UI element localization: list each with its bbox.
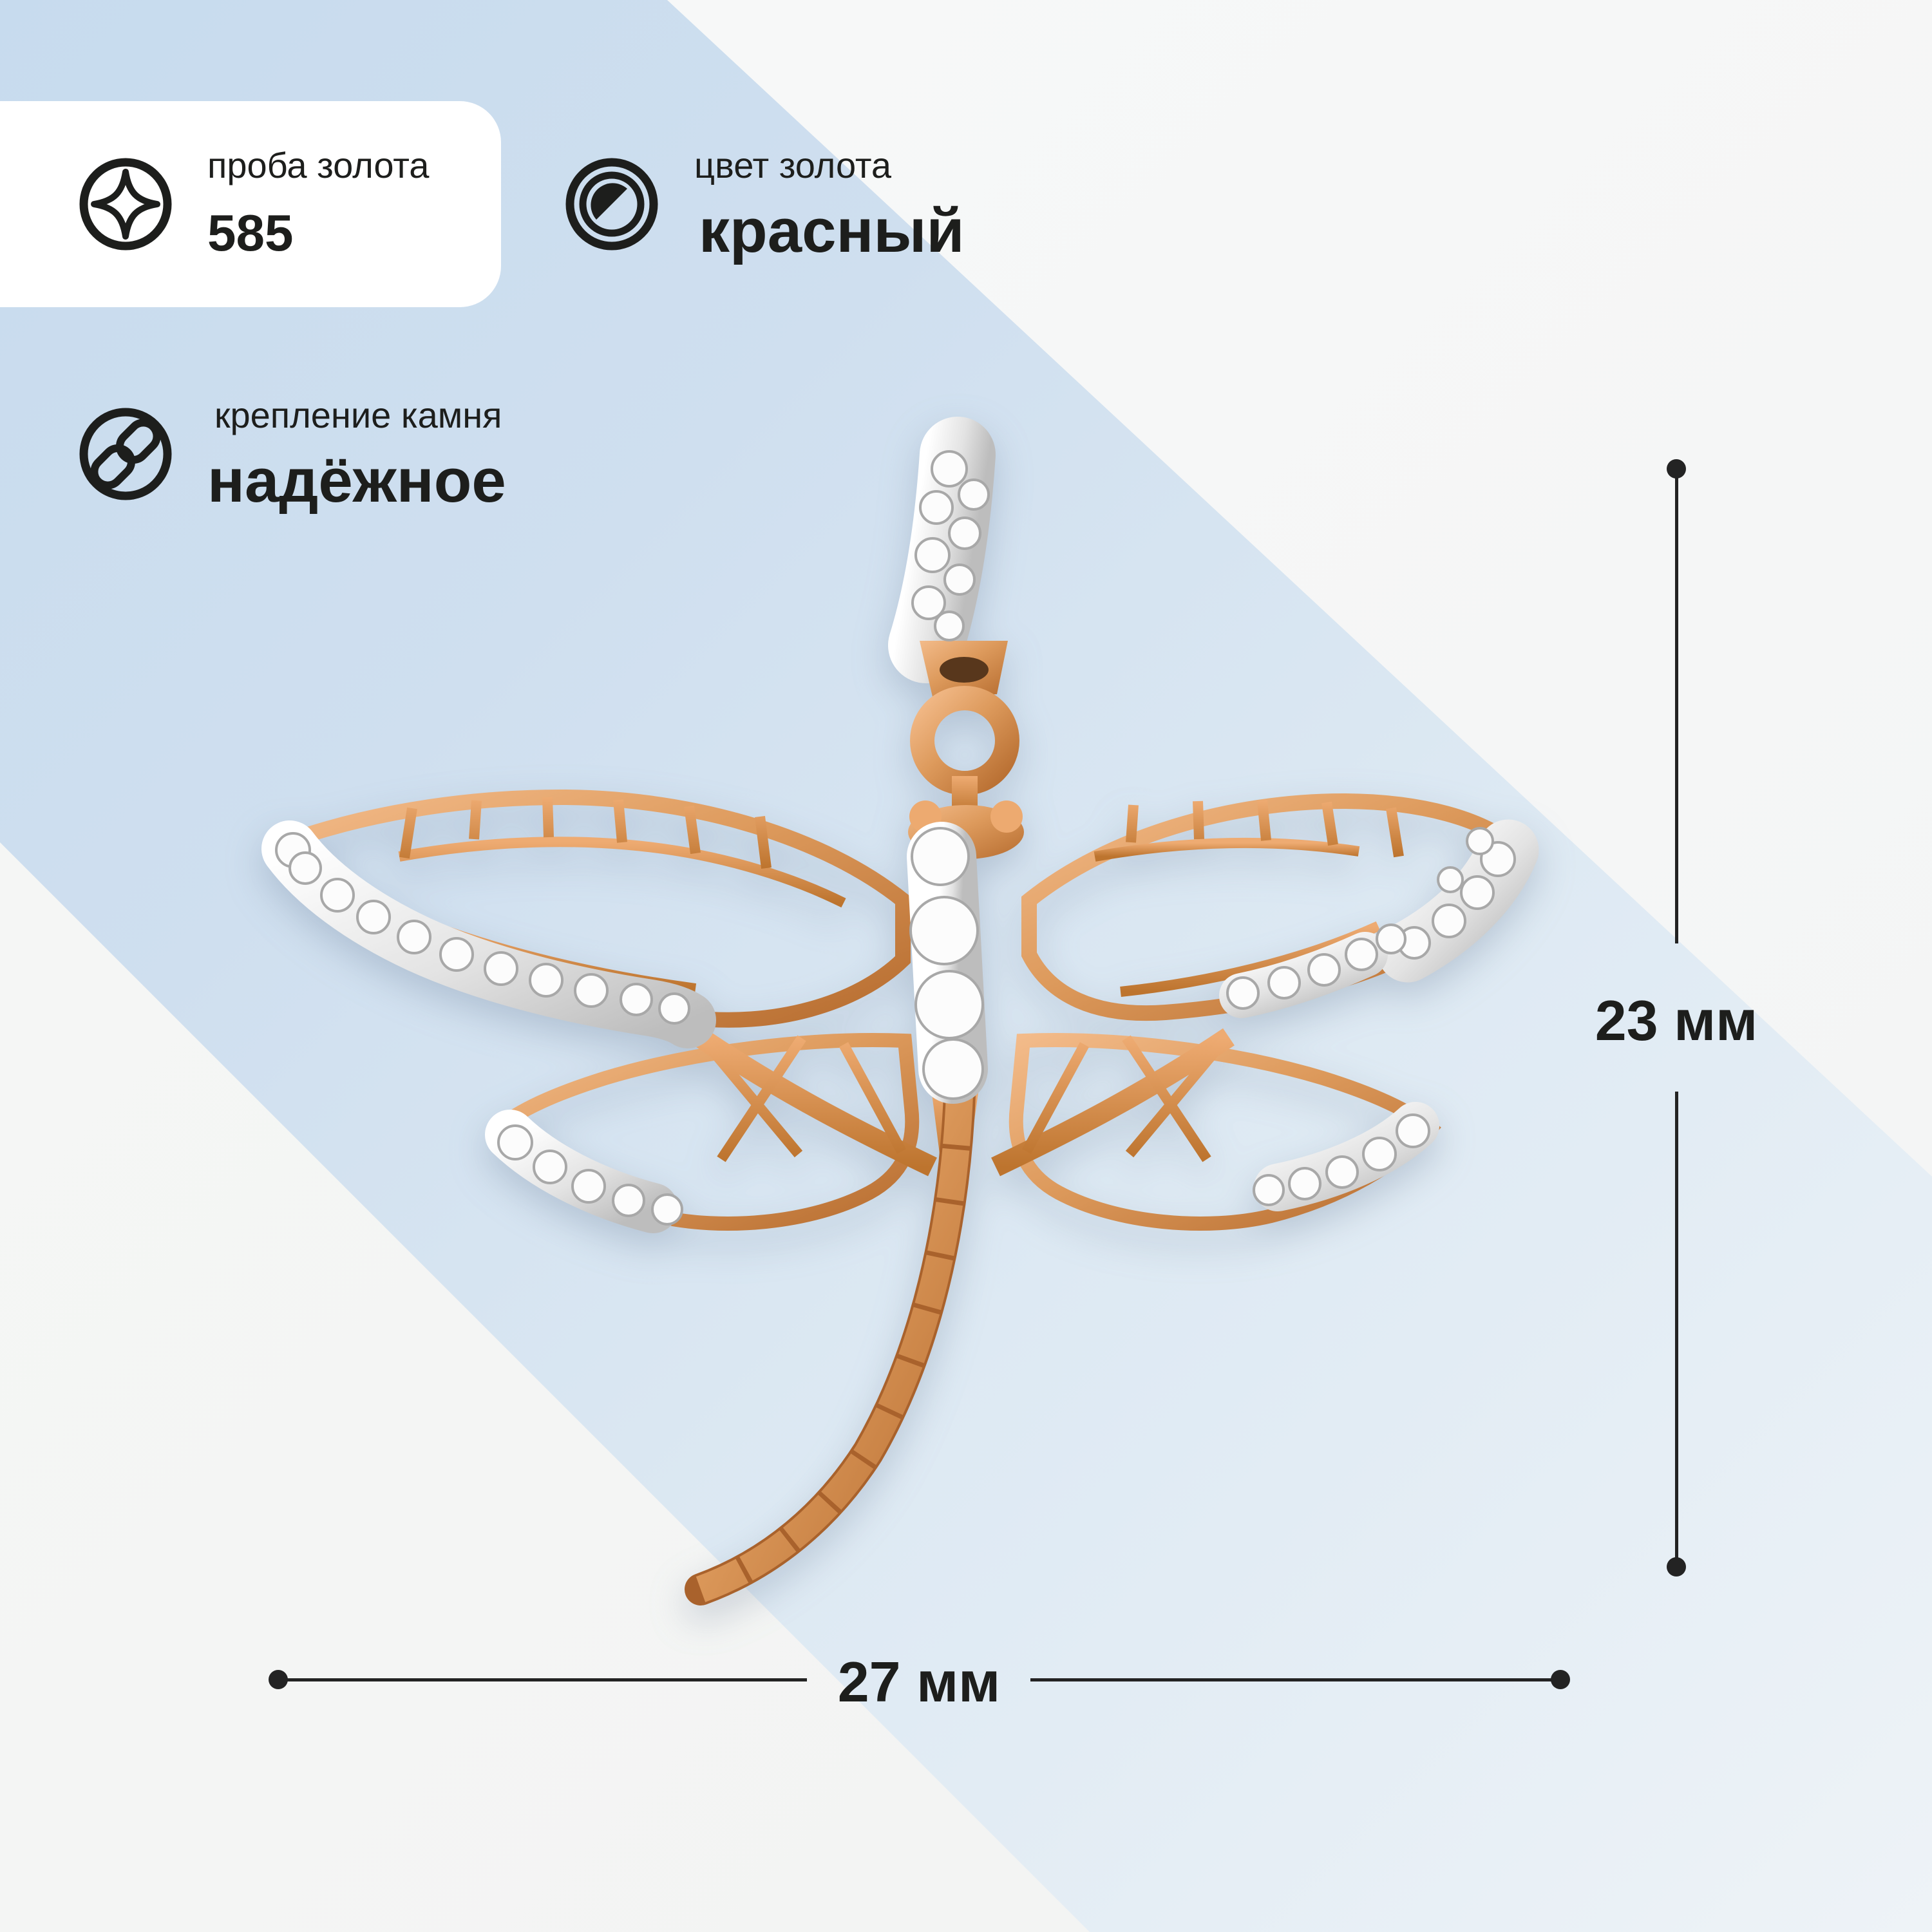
height-dimension-top-dot	[1667, 459, 1686, 478]
badge-gold-color-value: красный	[699, 196, 965, 265]
width-dimension-right-dot	[1551, 1670, 1570, 1689]
height-dimension-line-bottom-segment	[1675, 1092, 1678, 1567]
badge-gold-hallmark-value: 585	[207, 204, 294, 261]
height-dimension-line-top-segment	[1675, 469, 1678, 943]
badge-gold-color-label: цвет золота	[694, 145, 892, 185]
hallmark-sparkle-icon	[79, 158, 172, 251]
chain-link-icon	[79, 408, 172, 500]
badge-gold-hallmark-label: проба золота	[207, 145, 430, 185]
pendant-stones	[275, 450, 1516, 1226]
badge-stone-setting-value: надёжное	[207, 446, 506, 515]
height-dimension-bottom-dot	[1667, 1557, 1686, 1577]
pendant-tail	[685, 1079, 979, 1605]
gold-color-icon	[565, 158, 658, 251]
width-dimension-left-dot	[269, 1670, 288, 1689]
width-dimension-line-left-segment	[278, 1678, 807, 1681]
width-dimension-label: 27 мм	[837, 1650, 1001, 1714]
width-dimension-line-right-segment	[1030, 1678, 1560, 1681]
height-dimension-label: 23 мм	[1595, 989, 1758, 1052]
badge-stone-setting-label: крепление камня	[214, 395, 502, 435]
